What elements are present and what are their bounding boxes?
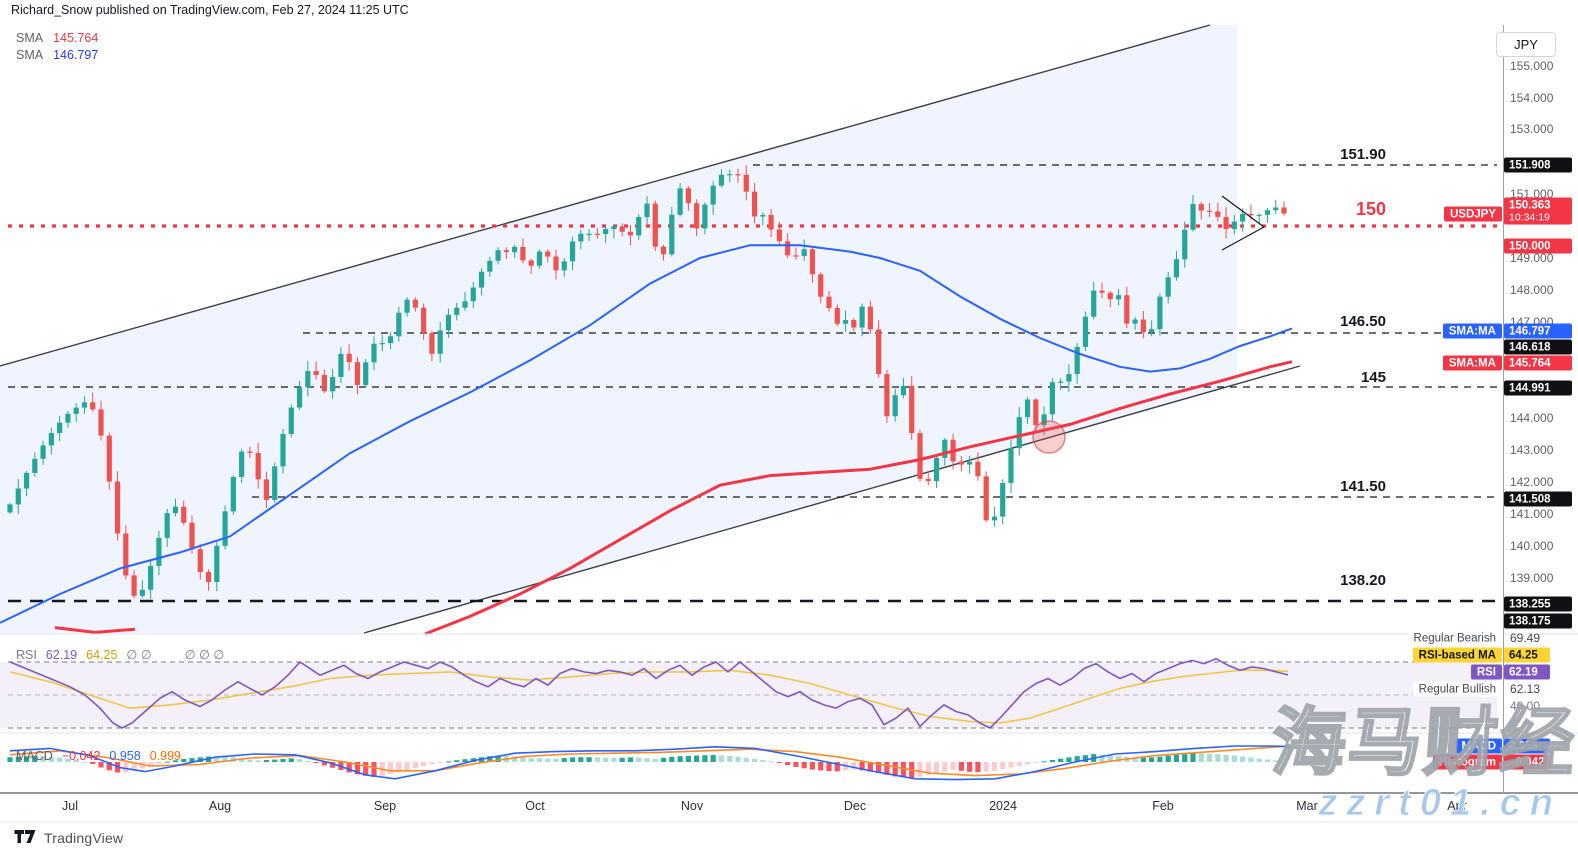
rsi-ma-value: 64.25 [86,648,118,662]
price-scale-badge: 138.255 [1504,596,1572,612]
indicator-name-chip: Regular Bullish [1412,681,1502,697]
time-axis-label[interactable]: Aug [208,799,232,813]
oscillator-scale-value: 62.13 [1510,682,1541,696]
oscillator-scale-value: 40.00 [1510,699,1541,713]
trend-channel-line[interactable] [0,24,1211,367]
time-axis-label[interactable]: Sep [373,799,397,813]
indicator-name-chip: SMA:MA [1442,323,1502,339]
time-axis-label[interactable]: Nov [680,799,704,813]
price-scale-tick: 154.000 [1510,91,1554,105]
indicator-name-chip: MACD [1455,738,1502,754]
key-level-label: 146.50 [1340,313,1386,330]
price-scale-badge: 62.19 [1504,664,1550,680]
price-scale-badge: 144.991 [1504,380,1572,396]
price-scale-badge: 146.797 [1504,323,1572,339]
footer-brand[interactable]: TradingView [14,829,123,846]
currency-unit-label: JPY [1514,37,1538,52]
price-scale-tick: 142.000 [1510,475,1554,489]
rsi-hidden-inputs-icon: ∅ ∅ [126,648,152,662]
time-axis-label[interactable]: Dec [843,799,867,813]
sma-slow-line[interactable] [0,244,1293,624]
time-axis-label[interactable]: Jul [62,799,78,813]
price-scale-tick: 155.000 [1510,59,1554,73]
time-axis-label[interactable]: 2024 [989,799,1017,813]
indicator-name-chip: Regular Bearish [1407,630,1502,646]
price-scale-tick: 149.000 [1510,251,1554,265]
rsi-hidden-inputs-icon: ∅ ∅ ∅ [184,648,225,662]
price-scale-badge: 150.000 [1504,238,1572,254]
macd-histogram [7,753,1287,778]
publish-text: Richard_Snow published on TradingView.co… [11,3,409,17]
oscillator-scale-value: 69.49 [1510,631,1541,645]
macd-label: MACD [16,749,53,763]
pennant-line[interactable] [1221,195,1265,228]
publish-attribution: Richard_Snow published on TradingView.co… [11,3,409,17]
key-level-label: 138.20 [1340,572,1386,589]
rsi-label: RSI [16,648,37,662]
price-scale-tick: 139.000 [1510,571,1554,585]
price-scale-badge: 0.958 [1504,738,1550,754]
indicator-name-chip: Histogram [1433,754,1502,770]
sma-fast-legend-row: SMA 145.764 [16,31,98,48]
indicator-name-chip: RSI [1470,664,1502,680]
sma-fast-line[interactable] [54,626,136,634]
price-scale-badge: 151.908 [1504,157,1572,173]
rsi-ma-line[interactable] [9,669,1289,724]
macd-histogram-value: −0.042 [61,749,101,763]
macd-indicator-title: MACD −0.042 0.958 0.999 [16,749,190,763]
sma-slow-value: 146.797 [53,48,99,62]
price-scale-tick: 144.000 [1510,411,1554,425]
price-scale-tick: 153.000 [1510,122,1554,136]
price-scale-tick: 148.000 [1510,283,1554,297]
rsi-indicator-title: RSI 62.19 64.25 ∅ ∅ ∅ ∅ ∅ [16,647,233,662]
price-scale-badge: 141.508 [1504,491,1572,507]
sma-fast-line[interactable] [424,360,1293,636]
sma-fast-value: 145.764 [53,31,99,45]
price-scale-badge: 64.25 [1504,647,1550,663]
rsi-value: 62.19 [45,648,78,662]
price-scale-badge: −0.042 [1504,754,1550,770]
price-scale-tick: 140.000 [1510,539,1554,553]
price-scale-badge: 146.618 [1504,339,1572,355]
pennant-line[interactable] [1221,226,1265,251]
countdown-timer: 10:34:19 [1509,211,1550,223]
macd-signal-line[interactable] [9,745,1291,777]
price-scale-tick: 141.000 [1510,507,1554,521]
macd-signal-value: 0.999 [149,749,181,763]
key-level-label: 151.90 [1340,146,1386,163]
time-axis-label[interactable]: Mar [1296,799,1318,813]
tradingview-logo-icon [14,830,36,843]
indicator-legend: SMA 145.764 SMA 146.797 [16,31,98,65]
sma-label: SMA [16,31,44,45]
key-level-label: 141.50 [1340,478,1386,495]
indicator-name-chip: USDJPY [1443,206,1502,222]
key-level-label: 145 [1360,369,1386,386]
sma-slow-legend-row: SMA 146.797 [16,48,98,65]
indicator-name-chip: RSI-based MA [1412,647,1502,663]
price-scale-tick: 143.000 [1510,443,1554,457]
footer-brand-text: TradingView [44,829,124,846]
price-scale-badge: 150.363 10:34:19 [1504,197,1572,225]
highlight-circle[interactable] [1032,420,1066,454]
macd-line-value: 0.958 [109,749,141,763]
rsi-line[interactable] [9,657,1289,729]
sma-label: SMA [16,48,44,62]
trend-channel-line[interactable] [363,365,1301,634]
price-scale-badge: 145.764 [1504,355,1572,371]
time-axis-label[interactable]: Oct [525,799,545,813]
time-axis-label[interactable]: Apr [1447,799,1467,813]
time-axis-label[interactable]: Feb [1152,799,1174,813]
key-level-label: 150 [1355,199,1386,219]
currency-unit-button[interactable]: JPY [1496,32,1556,57]
macd-line[interactable] [9,745,1291,781]
indicator-name-chip: SMA:MA [1442,355,1502,371]
price-scale-badge: 138.175 [1504,613,1572,629]
